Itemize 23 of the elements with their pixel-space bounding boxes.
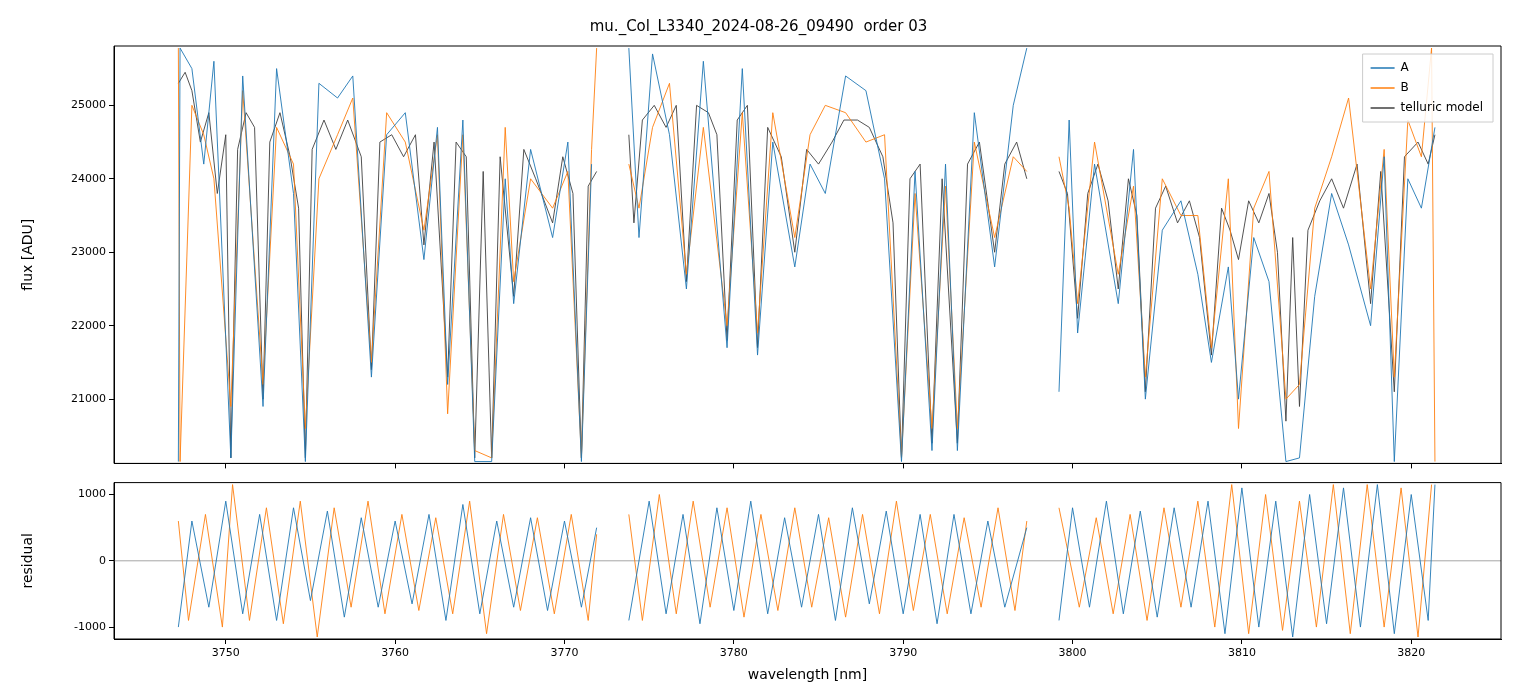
x-tick-label: 3780 [719, 646, 748, 660]
y-tick-label: 23000 [71, 245, 106, 259]
y-tick-label: 1000 [78, 487, 106, 501]
y-axis-title: flux [ADU] [19, 218, 36, 291]
x-tick-label: 3800 [1058, 646, 1087, 660]
y-tick-label: 24000 [71, 171, 106, 185]
y-tick-label: 21000 [71, 391, 106, 405]
legend-label: telluric model [1400, 100, 1483, 115]
x-axis-title: wavelength [nm] [747, 666, 868, 683]
x-tick-label: 3810 [1227, 646, 1256, 660]
y-tick-label: 22000 [71, 318, 106, 332]
x-tick-label: 3790 [889, 646, 918, 660]
x-tick-label: 3770 [550, 646, 579, 660]
y-axis-title: residual [19, 533, 36, 589]
legend-label: A [1400, 60, 1410, 75]
chart-title: mu._Col_L3340_2024-08-26_09490 order 03 [589, 16, 928, 36]
x-tick-label: 3820 [1397, 646, 1426, 660]
y-tick-label: 0 [99, 553, 106, 567]
legend-label: B [1400, 80, 1409, 95]
y-tick-label: 25000 [71, 98, 106, 112]
y-tick-label: -1000 [74, 619, 106, 633]
x-tick-label: 3760 [381, 646, 410, 660]
x-tick-label: 3750 [211, 646, 240, 660]
